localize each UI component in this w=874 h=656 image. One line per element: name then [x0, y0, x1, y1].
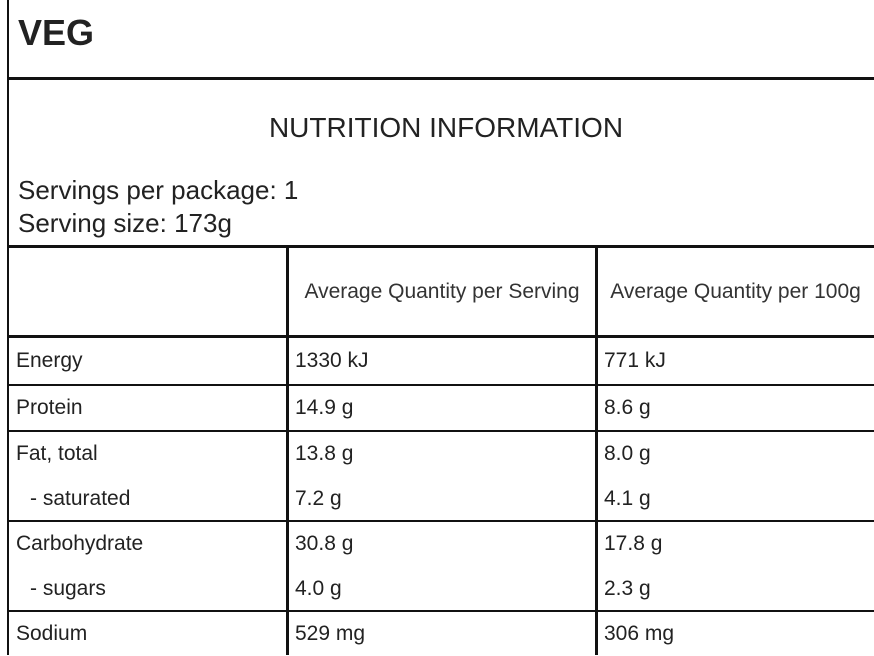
table-top: [7, 245, 874, 248]
nutrient-value: 4.0 g: [295, 576, 342, 600]
row-line: [7, 430, 874, 432]
nutrient-label: Sodium: [16, 621, 88, 645]
serving-size: Serving size: 173g: [18, 208, 232, 238]
title: VEG: [18, 12, 95, 53]
section-title: NUTRITION INFORMATION: [268, 112, 624, 143]
nutrient-value: 8.0 g: [604, 441, 651, 465]
nutrient-value: 13.8 g: [295, 441, 354, 465]
row-line: [7, 610, 874, 612]
nutrient-value: 306 mg: [604, 621, 675, 645]
nutrient-label: Energy: [16, 349, 83, 372]
header-line: [7, 335, 874, 338]
row-line: [7, 520, 874, 522]
nutrient-value: 14.9 g: [295, 396, 354, 419]
nutrient-value: 17.8 g: [604, 531, 663, 555]
row-line: [7, 384, 874, 386]
column-line: [595, 246, 598, 655]
nutrient-label: Carbohydrate: [16, 531, 144, 555]
nutrient-value: 30.8 g: [295, 531, 354, 555]
column-header: Average Quantity per Serving: [304, 280, 580, 303]
column-line: [286, 246, 289, 655]
divider: [7, 77, 874, 80]
nutrient-value: 2.3 g: [604, 576, 651, 600]
nutrient-value: 8.6 g: [604, 396, 651, 419]
column-header: Average Quantity per 100g: [610, 280, 861, 303]
left-border: [7, 0, 9, 655]
nutrient-value: 529 mg: [295, 621, 366, 645]
nutrient-value: 4.1 g: [604, 486, 651, 510]
nutrient-label: - sugars: [30, 576, 106, 600]
nutrient-label: - saturated: [30, 486, 131, 510]
nutrient-label: Fat, total: [16, 441, 98, 465]
nutrient-label: Protein: [16, 396, 83, 419]
nutrient-value: 7.2 g: [295, 486, 342, 510]
nutrient-value: 771 kJ: [604, 349, 666, 372]
nutrient-value: 1330 kJ: [295, 349, 369, 372]
servings: Servings per package: 1: [18, 175, 299, 205]
